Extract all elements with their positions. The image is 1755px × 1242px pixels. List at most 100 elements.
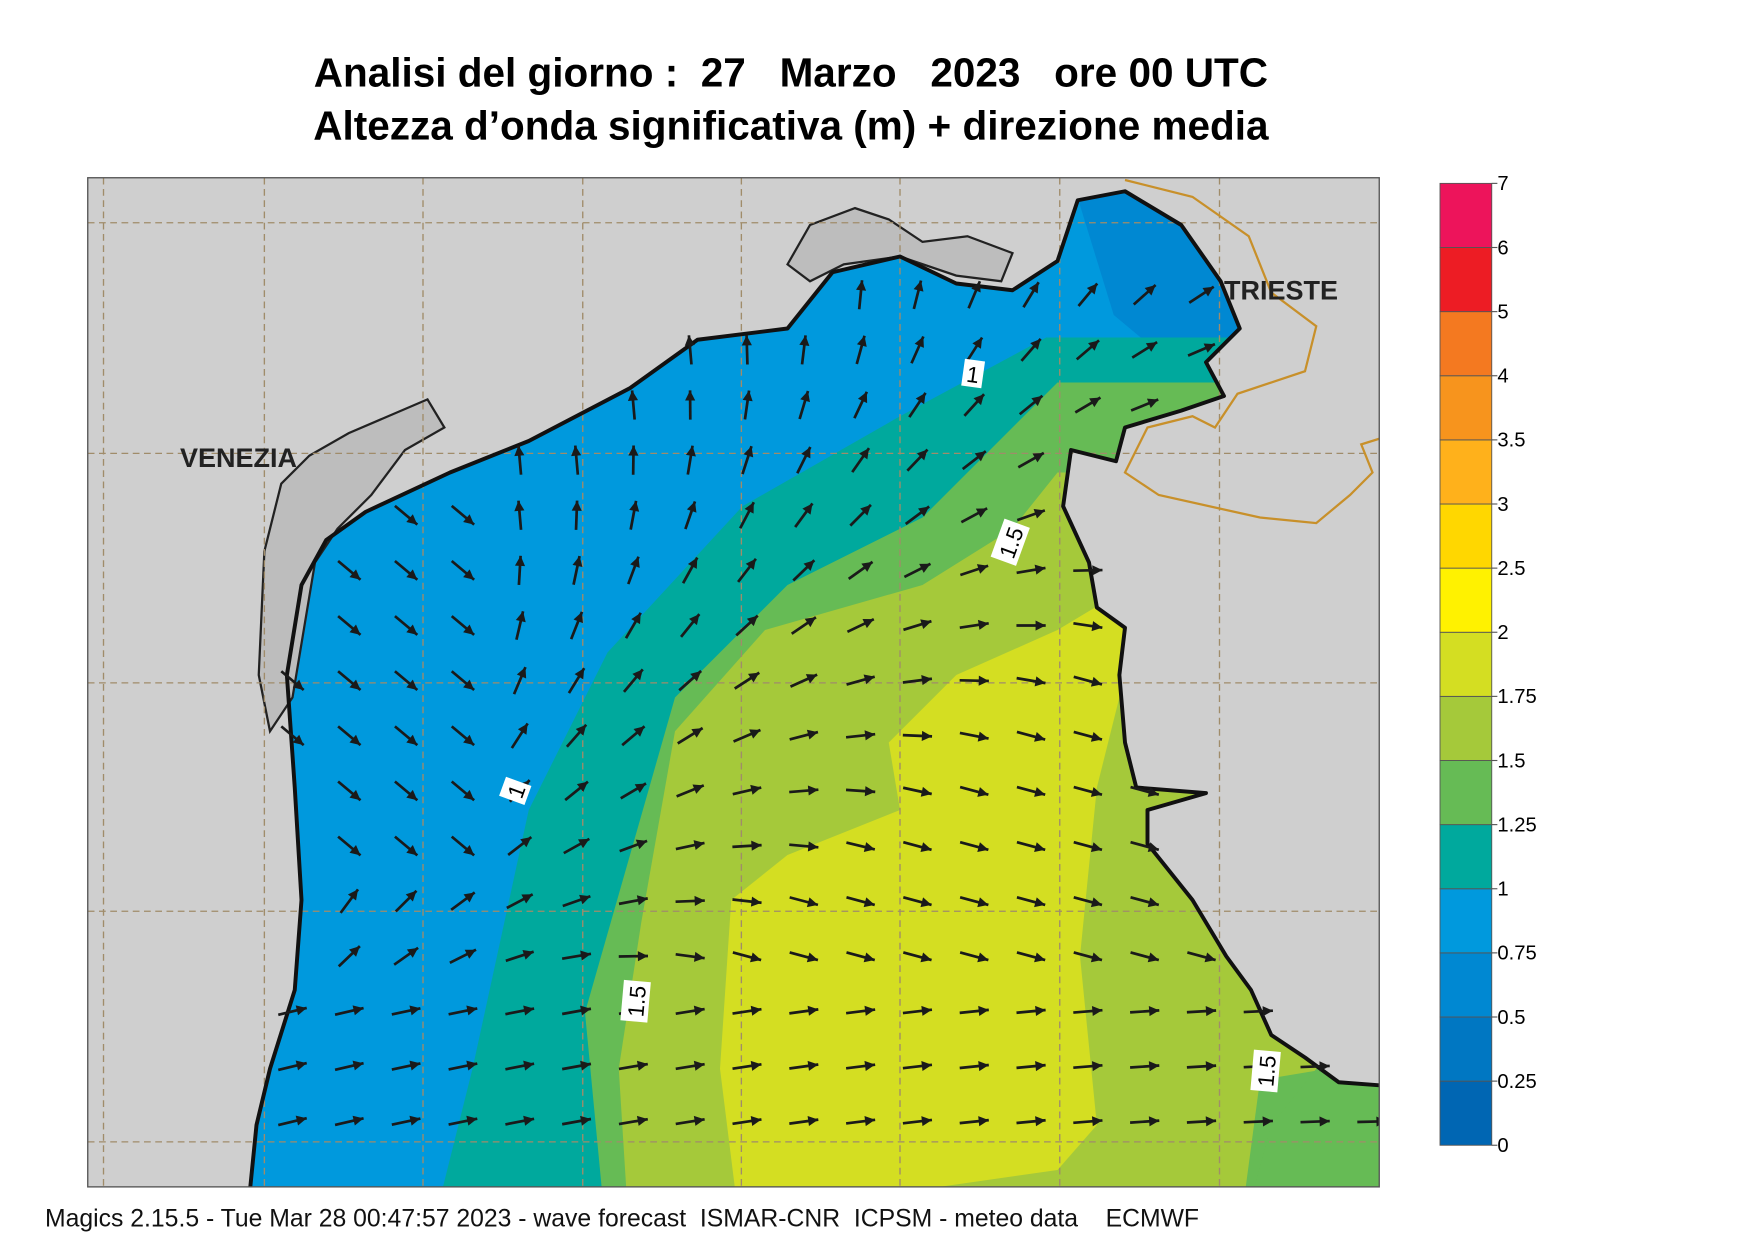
- wave-arrow: [562, 894, 591, 908]
- wave-arrow: [732, 784, 762, 796]
- wave-zone: [1237, 1068, 1380, 1187]
- wave-arrow: [337, 945, 361, 968]
- wave-arrow: [796, 446, 812, 474]
- arrow-head: [977, 897, 989, 908]
- arrow-head: [637, 951, 648, 962]
- wave-arrow: [846, 951, 876, 963]
- arrow-head: [1147, 897, 1159, 908]
- wave-arrow: [733, 671, 761, 690]
- wave-arrow: [790, 616, 817, 635]
- arrow-head: [636, 895, 648, 906]
- arrow-head: [921, 1005, 932, 1016]
- wave-arrow: [618, 1060, 649, 1071]
- colorbar-label: 0.75: [1497, 943, 1536, 965]
- arrow-head: [1145, 342, 1158, 352]
- arrow-head: [523, 1115, 535, 1126]
- wave-arrow: [845, 1116, 876, 1127]
- arrow-head: [973, 394, 985, 406]
- arrow-head: [1148, 1116, 1160, 1127]
- arrow-head: [580, 1060, 591, 1071]
- wave-arrow: [512, 666, 527, 695]
- arrow-head: [860, 504, 871, 516]
- arrow-head: [802, 503, 813, 515]
- wave-arrow: [337, 725, 362, 747]
- wave-arrow: [910, 335, 925, 364]
- arrow-head: [1148, 1006, 1160, 1017]
- wave-arrow: [675, 1115, 705, 1126]
- wave-arrow: [448, 1115, 478, 1126]
- wave-arrow: [506, 893, 534, 910]
- wave-arrow: [675, 1005, 705, 1016]
- arrow-head: [1086, 283, 1098, 295]
- wave-arrow: [685, 445, 696, 475]
- arrow-head: [919, 563, 931, 573]
- arrow-head: [746, 615, 758, 627]
- wave-arrow: [563, 837, 590, 855]
- wave-arrow: [618, 895, 648, 906]
- arrow-head: [977, 619, 989, 630]
- arrow-head: [632, 669, 643, 681]
- arrow-head: [750, 1005, 762, 1016]
- wave-arrow: [1020, 337, 1042, 362]
- wave-arrow: [450, 835, 476, 857]
- arrow-head: [463, 789, 475, 801]
- arrow-head: [1203, 343, 1215, 353]
- wave-arrow: [737, 557, 757, 583]
- wave-arrow: [1016, 508, 1046, 522]
- wave-arrow: [1022, 281, 1040, 308]
- wave-arrow: [564, 780, 589, 802]
- arrow-head: [971, 281, 981, 293]
- arrow-head: [862, 618, 874, 629]
- wave-arrow: [277, 1060, 308, 1072]
- arrow-head: [1147, 952, 1159, 963]
- wave-arrow: [448, 1060, 478, 1071]
- wave-arrow: [847, 560, 874, 580]
- wave-arrow: [789, 841, 819, 852]
- wave-arrow: [450, 670, 476, 692]
- wave-arrow: [851, 447, 871, 473]
- wave-arrow: [394, 835, 419, 857]
- arrow-head: [920, 619, 932, 630]
- arrow-head: [918, 506, 930, 517]
- contour-label: 1: [499, 776, 532, 806]
- wave-arrow: [1016, 676, 1046, 687]
- arrow-head: [745, 558, 756, 570]
- arrow-head: [864, 1116, 876, 1127]
- wave-arrow: [448, 1005, 478, 1016]
- wave-arrow: [514, 445, 525, 475]
- wave-arrow: [732, 896, 762, 907]
- contour-label-text: 1.5: [623, 985, 651, 1018]
- colorbar-label: 5: [1497, 301, 1508, 323]
- wave-arrow: [903, 562, 932, 579]
- wave-arrow: [334, 1060, 364, 1072]
- arrow-head: [750, 1115, 762, 1126]
- arrow-head: [863, 674, 875, 685]
- arrow-head: [863, 897, 875, 908]
- arrow-head: [864, 730, 876, 741]
- wave-arrow: [684, 335, 695, 365]
- map-frame: [87, 177, 1380, 1188]
- arrow-head: [514, 500, 525, 512]
- arrow-head: [748, 672, 760, 683]
- title-line-1: Analisi del giorno : 27 Marzo 2023 ore 0…: [314, 50, 1268, 96]
- wave-arrow: [1016, 951, 1046, 963]
- wave-arrow: [515, 610, 526, 641]
- wave-arrow: [902, 1005, 933, 1016]
- arrow-head: [352, 1115, 364, 1126]
- wave-arrow: [1186, 1116, 1217, 1127]
- arrow-head: [807, 1005, 819, 1016]
- label-bg: [1250, 1049, 1281, 1093]
- colorbar-swatch: [1439, 695, 1493, 761]
- arrow-head: [1033, 508, 1045, 519]
- arrow-head: [515, 611, 526, 623]
- arrow-head: [920, 842, 932, 853]
- wave-arrow: [561, 1060, 592, 1071]
- wave-arrow: [959, 1061, 989, 1072]
- colorbar-label: 3: [1497, 494, 1508, 516]
- wave-arrow: [1131, 341, 1158, 359]
- colorbar-swatch: [1439, 631, 1493, 697]
- wave-arrow: [681, 556, 699, 584]
- arrow-head: [749, 729, 761, 739]
- wave-arrow: [789, 896, 819, 908]
- wave-arrow: [789, 1005, 819, 1016]
